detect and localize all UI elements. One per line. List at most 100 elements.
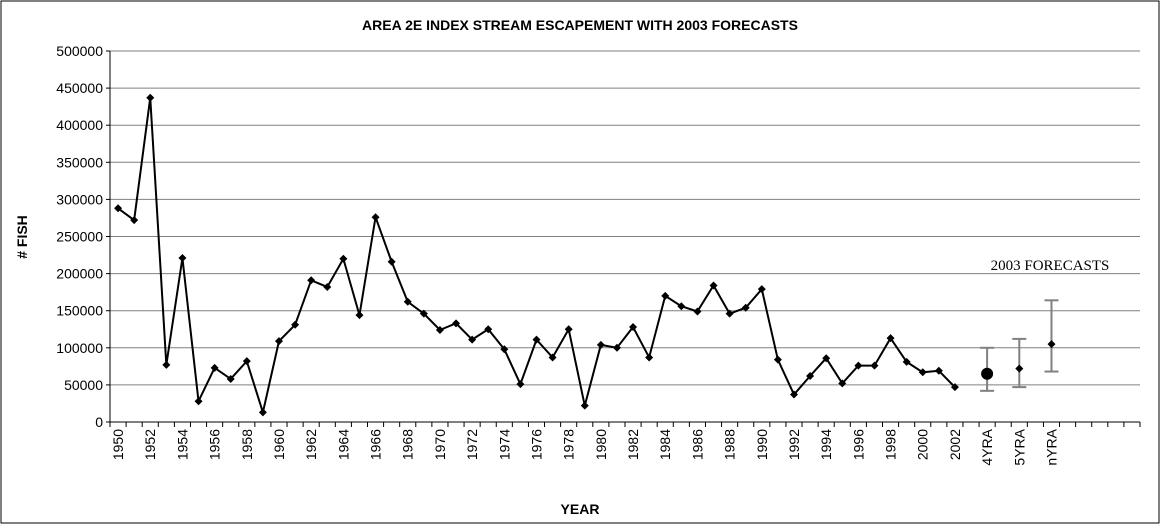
- annotation: 2003 FORECASTS: [991, 258, 1110, 274]
- x-tick-label: 1992: [786, 429, 802, 460]
- marker: [435, 325, 444, 334]
- x-tick-label: 4YRA: [979, 428, 995, 465]
- marker: [580, 401, 589, 410]
- marker: [838, 379, 847, 388]
- marker: [854, 361, 863, 370]
- x-tick-label: 1994: [818, 429, 834, 460]
- marker: [355, 311, 364, 320]
- marker: [532, 335, 541, 344]
- marker: [822, 354, 831, 363]
- x-tick-label: 1970: [432, 429, 448, 460]
- marker: [226, 374, 235, 383]
- marker: [194, 397, 203, 406]
- marker: [258, 408, 267, 417]
- x-tick-label: 1984: [657, 429, 673, 460]
- y-tick-label: 400000: [56, 117, 103, 133]
- marker: [677, 302, 686, 311]
- y-tick-label: 200000: [56, 266, 103, 282]
- marker: [419, 309, 428, 318]
- chart-title: AREA 2E INDEX STREAM ESCAPEMENT WITH 200…: [362, 17, 798, 33]
- marker: [403, 297, 412, 306]
- y-tick-label: 350000: [56, 154, 103, 170]
- x-tick-label: 1986: [689, 429, 705, 460]
- x-tick-label: 1966: [368, 429, 384, 460]
- marker: [645, 353, 654, 362]
- marker: [114, 204, 123, 213]
- y-tick-label: 300000: [56, 191, 103, 207]
- x-tick-label: 1998: [883, 429, 899, 460]
- marker: [934, 366, 943, 375]
- marker: [307, 276, 316, 285]
- marker: [918, 368, 927, 377]
- marker: [371, 213, 380, 222]
- x-axis-title: YEAR: [561, 501, 600, 517]
- x-tick-label: 1982: [625, 429, 641, 460]
- marker: [806, 371, 815, 380]
- x-tick-label: 1958: [239, 429, 255, 460]
- y-tick-label: 0: [95, 414, 103, 430]
- marker: [291, 320, 300, 329]
- marker: [564, 325, 573, 334]
- marker: [274, 337, 283, 346]
- x-tick-label: 1968: [400, 429, 416, 460]
- marker: [210, 363, 219, 372]
- marker: [452, 319, 461, 328]
- marker: [661, 291, 670, 300]
- x-tick-label: 1990: [754, 429, 770, 460]
- x-tick-label: 5YRA: [1011, 428, 1027, 465]
- marker: [950, 383, 959, 392]
- marker: [323, 282, 332, 291]
- marker: [339, 254, 348, 263]
- marker: [789, 390, 798, 399]
- x-tick-label: 1972: [464, 429, 480, 460]
- x-tick-label: 1962: [303, 429, 319, 460]
- marker: [886, 334, 895, 343]
- marker: [500, 345, 509, 354]
- y-tick-label: 150000: [56, 303, 103, 319]
- x-tick-label: 1964: [335, 429, 351, 460]
- marker: [612, 343, 621, 352]
- y-axis-title: # FISH: [14, 215, 30, 259]
- y-tick-label: 50000: [64, 377, 103, 393]
- marker: [870, 361, 879, 370]
- marker: [516, 380, 525, 389]
- y-tick-label: 100000: [56, 340, 103, 356]
- marker: [178, 254, 187, 263]
- marker: [741, 303, 750, 312]
- marker: [757, 285, 766, 294]
- x-tick-label: 1956: [207, 429, 223, 460]
- marker: [981, 367, 994, 380]
- x-tick-label: 2002: [947, 429, 963, 460]
- x-tick-label: 1960: [271, 429, 287, 460]
- marker: [130, 216, 139, 225]
- marker: [548, 353, 557, 362]
- marker: [725, 309, 734, 318]
- y-tick-label: 500000: [56, 43, 103, 59]
- marker: [902, 357, 911, 366]
- marker: [242, 357, 251, 366]
- marker: [709, 281, 718, 290]
- marker: [629, 323, 638, 332]
- x-tick-label: 1988: [722, 429, 738, 460]
- x-tick-label: nYRA: [1043, 428, 1059, 465]
- x-tick-label: 1976: [528, 429, 544, 460]
- y-tick-label: 250000: [56, 229, 103, 245]
- x-tick-label: 1980: [593, 429, 609, 460]
- marker: [468, 335, 477, 344]
- x-tick-label: 1952: [142, 429, 158, 460]
- marker: [387, 257, 396, 266]
- marker: [773, 355, 782, 364]
- x-tick-label: 1950: [110, 429, 126, 460]
- x-tick-label: 1978: [561, 429, 577, 460]
- x-tick-label: 2000: [915, 429, 931, 460]
- y-tick-label: 450000: [56, 80, 103, 96]
- marker: [693, 307, 702, 316]
- x-tick-label: 1954: [174, 429, 190, 460]
- marker: [1015, 364, 1024, 373]
- x-tick-label: 1996: [850, 429, 866, 460]
- marker: [1047, 340, 1056, 349]
- marker: [162, 360, 171, 369]
- x-tick-label: 1974: [496, 429, 512, 460]
- marker: [484, 325, 493, 334]
